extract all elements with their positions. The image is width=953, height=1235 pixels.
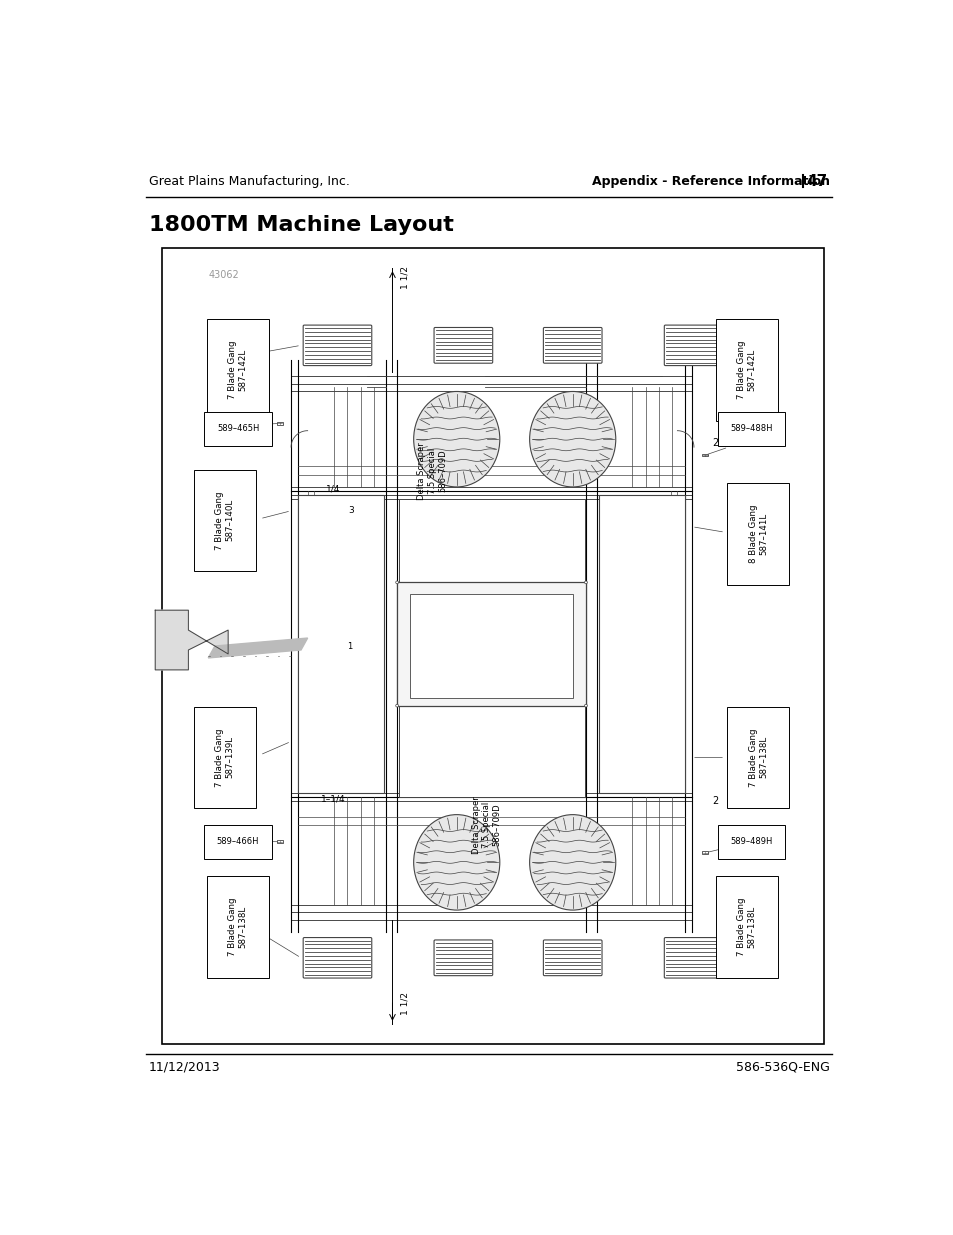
- Polygon shape: [208, 638, 307, 658]
- Bar: [162, 248, 823, 1044]
- Bar: [396, 583, 585, 705]
- FancyBboxPatch shape: [663, 937, 732, 978]
- Bar: [297, 495, 383, 793]
- FancyBboxPatch shape: [434, 940, 492, 976]
- Text: 1 1/2: 1 1/2: [400, 267, 409, 289]
- Text: 1: 1: [346, 641, 352, 651]
- Text: Delta Scraper
7.5 Special
586–709D: Delta Scraper 7.5 Special 586–709D: [471, 797, 501, 853]
- Ellipse shape: [414, 815, 499, 910]
- Text: 586-536Q-ENG: 586-536Q-ENG: [736, 1061, 829, 1073]
- FancyBboxPatch shape: [663, 325, 732, 366]
- Text: 589–465H: 589–465H: [216, 425, 259, 433]
- Text: 2: 2: [711, 438, 718, 448]
- Text: Appendix - Reference Information: Appendix - Reference Information: [592, 175, 829, 188]
- Ellipse shape: [529, 391, 615, 487]
- Text: 2: 2: [711, 797, 718, 806]
- Text: 589–489H: 589–489H: [730, 837, 772, 846]
- Text: 7 Blade Gang
587–142L: 7 Blade Gang 587–142L: [737, 341, 756, 399]
- Text: 1800TM Machine Layout: 1800TM Machine Layout: [149, 215, 453, 235]
- Circle shape: [584, 704, 587, 708]
- Text: 7 Blade Gang
587–138L: 7 Blade Gang 587–138L: [737, 898, 756, 956]
- Bar: [276, 422, 283, 425]
- FancyBboxPatch shape: [543, 327, 601, 363]
- Bar: [701, 453, 707, 457]
- Text: 47: 47: [806, 174, 827, 189]
- FancyBboxPatch shape: [303, 325, 372, 366]
- Text: 7 Blade Gang
587–138L: 7 Blade Gang 587–138L: [228, 898, 248, 956]
- Text: 7 Blade Gang
587–140L: 7 Blade Gang 587–140L: [214, 492, 234, 550]
- Text: 1–1/4: 1–1/4: [320, 794, 345, 803]
- FancyBboxPatch shape: [543, 940, 601, 976]
- Text: 589–488H: 589–488H: [730, 425, 772, 433]
- Text: 7 Blade Gang
587–142L: 7 Blade Gang 587–142L: [228, 341, 248, 399]
- Text: 589–466H: 589–466H: [216, 837, 259, 846]
- Text: 1 1/2: 1 1/2: [400, 993, 409, 1015]
- Polygon shape: [155, 610, 228, 669]
- Bar: [398, 705, 584, 797]
- Bar: [410, 594, 572, 698]
- Bar: [701, 851, 707, 855]
- Text: Great Plains Manufacturing, Inc.: Great Plains Manufacturing, Inc.: [149, 175, 349, 188]
- Bar: [276, 840, 283, 844]
- Text: 3: 3: [348, 506, 354, 515]
- Bar: [598, 495, 684, 793]
- FancyBboxPatch shape: [303, 937, 372, 978]
- Text: 11/12/2013: 11/12/2013: [149, 1061, 220, 1073]
- Text: 8 Blade Gang
587–141L: 8 Blade Gang 587–141L: [748, 505, 767, 563]
- Text: Delta Scraper
7.5 Special
586–709D: Delta Scraper 7.5 Special 586–709D: [416, 442, 447, 500]
- Circle shape: [395, 580, 398, 584]
- Circle shape: [395, 704, 398, 708]
- Text: 7 Blade Gang
587–138L: 7 Blade Gang 587–138L: [748, 729, 767, 787]
- Text: 1/4: 1/4: [325, 484, 339, 493]
- Bar: [398, 499, 584, 583]
- Text: 43062: 43062: [208, 270, 239, 280]
- Ellipse shape: [529, 815, 615, 910]
- Text: 7 Blade Gang
587–139L: 7 Blade Gang 587–139L: [214, 729, 234, 787]
- FancyBboxPatch shape: [434, 327, 492, 363]
- Circle shape: [584, 580, 587, 584]
- Ellipse shape: [414, 391, 499, 487]
